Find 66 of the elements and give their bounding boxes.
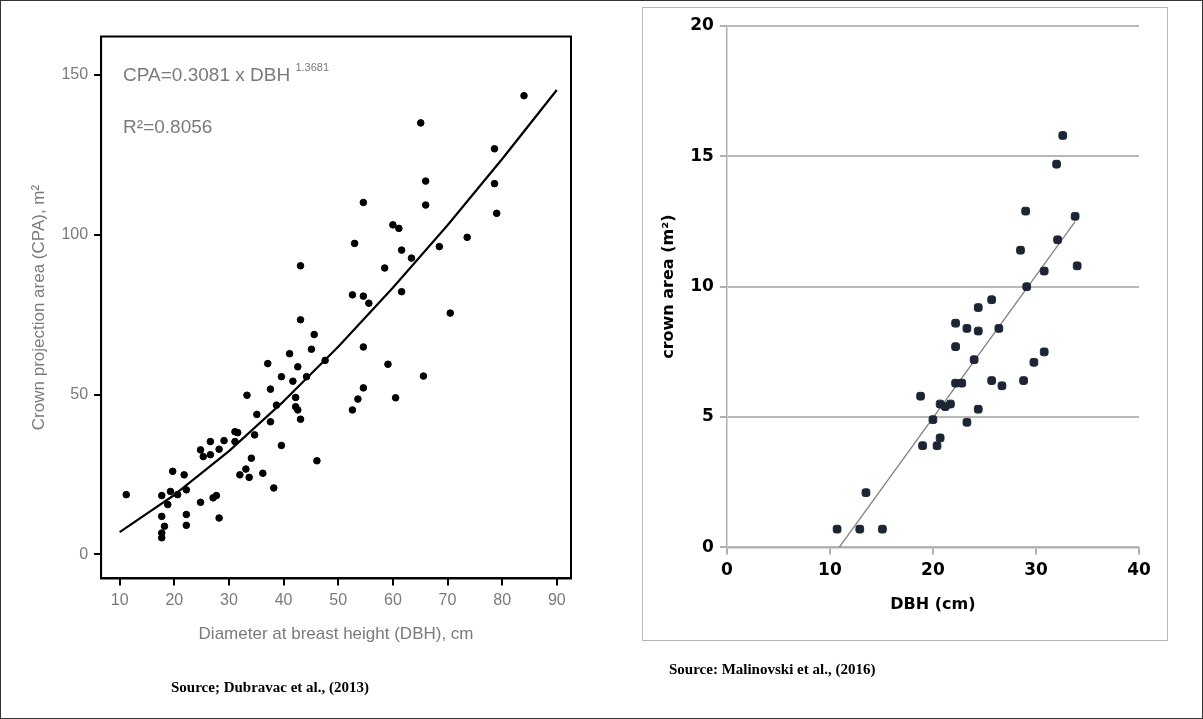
point (951, 318, 960, 328)
point (1070, 211, 1080, 221)
annotation: CPA=0.3081 x DBH 1.3681 (123, 60, 330, 85)
point (1039, 266, 1049, 276)
point (918, 441, 927, 451)
y-tick-label: 50 (70, 385, 89, 403)
x-tick-label: 40 (1127, 559, 1151, 580)
x-tick-label: 0 (720, 559, 733, 580)
x-tick-label: 30 (1024, 559, 1048, 580)
point (957, 378, 967, 388)
point (861, 488, 871, 498)
y-axis-title: Crown projection area (CPA), m² (28, 184, 48, 431)
point (935, 433, 945, 443)
x-tick-label: 70 (438, 591, 457, 609)
point (951, 342, 960, 352)
point (962, 417, 972, 427)
x-axis-title: Diameter at breast height (DBH), cm (198, 624, 474, 644)
x-tick-label: 20 (921, 559, 945, 580)
point (1016, 245, 1025, 255)
y-tick-label: 100 (61, 225, 89, 243)
y-tick-label: 10 (690, 275, 715, 296)
source-note: Source; Dubravac et al., (2013) (171, 679, 370, 696)
y-tick-label: 5 (702, 405, 714, 426)
point (1052, 159, 1061, 169)
point (973, 404, 983, 414)
point (1072, 261, 1082, 271)
annotation: R²=0.8056 (123, 115, 213, 137)
point (973, 326, 983, 336)
point (946, 399, 955, 409)
y-tick-label: 0 (702, 535, 715, 556)
x-tick-label: 90 (547, 591, 566, 609)
point (987, 295, 997, 305)
point (1053, 235, 1062, 245)
x-tick-label: 80 (493, 591, 512, 609)
point (878, 524, 887, 534)
point (994, 324, 1004, 333)
x-tick-label: 60 (383, 591, 402, 609)
point (973, 303, 983, 312)
point (987, 376, 997, 385)
y-tick-label: 0 (79, 544, 89, 562)
point (1058, 131, 1068, 140)
point (997, 381, 1007, 391)
y-tick-label: 15 (690, 144, 714, 165)
x-tick-label: 40 (274, 591, 293, 609)
point (969, 355, 979, 365)
point (1019, 376, 1028, 385)
point (932, 441, 942, 451)
x-tick-label: 10 (110, 591, 129, 609)
x-tick-label: 20 (165, 591, 184, 609)
point (855, 524, 865, 534)
x-tick-label: 10 (818, 559, 842, 580)
point (832, 524, 842, 534)
x-axis-title: DBH (cm) (890, 593, 976, 613)
point (1021, 206, 1031, 216)
point (1022, 282, 1032, 292)
point (916, 391, 925, 401)
point (962, 324, 972, 333)
point (928, 415, 938, 425)
y-tick-label: 150 (61, 65, 89, 83)
y-axis-title: crown area (m²) (657, 214, 677, 359)
x-tick-label: 30 (220, 591, 238, 609)
y-tick-label: 20 (690, 14, 715, 35)
x-tick-label: 50 (329, 591, 348, 609)
point (1029, 357, 1039, 367)
source-note: Source: Malinovski et al., (2016) (669, 661, 876, 678)
point (1039, 347, 1049, 357)
